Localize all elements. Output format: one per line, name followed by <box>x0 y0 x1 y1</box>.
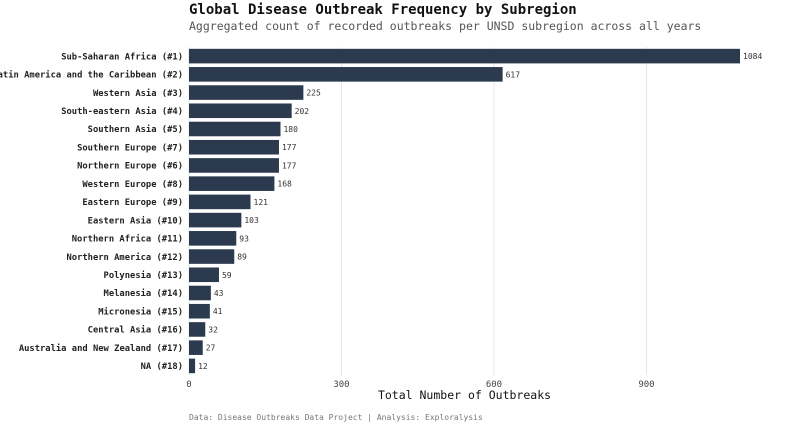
bar <box>189 285 211 301</box>
bar <box>189 158 279 173</box>
data-label: 43 <box>214 289 224 298</box>
category-label: Western Europe (#8) <box>82 180 183 190</box>
bar <box>189 322 206 337</box>
category-label: South-eastern Asia (#4) <box>61 106 183 117</box>
bar <box>189 340 203 355</box>
category-label: Southern Europe (#7) <box>77 143 183 153</box>
category-label: Northern Africa (#11) <box>72 234 183 245</box>
category-label: Western Asia (#3) <box>93 88 183 99</box>
data-label: 202 <box>295 107 310 116</box>
data-label: 1084 <box>743 52 762 61</box>
bar <box>189 67 503 82</box>
category-label: Southern Asia (#5) <box>88 124 183 135</box>
data-label: 225 <box>306 89 321 98</box>
category-label: Sub-Saharan Africa (#1) <box>61 51 183 62</box>
bar <box>189 249 235 264</box>
bar <box>189 231 237 246</box>
bar <box>189 358 196 374</box>
category-label: Melanesia (#14) <box>104 288 183 299</box>
bar <box>189 48 740 64</box>
category-label: Northern Europe (#6) <box>77 162 183 172</box>
category-label: Central Asia (#16) <box>88 325 183 336</box>
category-label: Polynesia (#13) <box>104 270 183 281</box>
bar <box>189 139 279 155</box>
x-axis-title: Total Number of Outbreaks <box>378 388 551 402</box>
data-label: 93 <box>239 234 249 243</box>
data-label: 180 <box>283 125 298 134</box>
bar <box>189 303 210 319</box>
data-label: 59 <box>222 271 232 280</box>
data-label: 89 <box>237 253 247 262</box>
data-label: 168 <box>277 180 292 189</box>
data-label: 41 <box>213 307 223 316</box>
chart-caption: Data: Disease Outbreaks Data Project | A… <box>189 413 483 422</box>
chart-title: Global Disease Outbreak Frequency by Sub… <box>189 2 577 18</box>
data-label: 27 <box>206 344 216 353</box>
x-tick-label: 600 <box>486 380 502 390</box>
data-label: 177 <box>282 143 297 152</box>
x-tick-label: 300 <box>333 380 349 390</box>
bar <box>189 103 292 119</box>
category-label: Australia and New Zealand (#17) <box>19 343 183 354</box>
bar <box>189 212 242 228</box>
bar <box>189 85 304 100</box>
category-label: Micronesia (#15) <box>98 306 183 317</box>
data-label: 32 <box>208 325 218 334</box>
data-label: 177 <box>282 161 297 170</box>
bar <box>189 176 275 191</box>
category-label: Eastern Europe (#9) <box>82 198 183 208</box>
bar <box>189 121 281 137</box>
category-label: Latin America and the Caribbean (#2) <box>0 70 183 81</box>
x-tick-label: 900 <box>638 380 654 390</box>
data-label: 12 <box>198 362 208 371</box>
bar <box>189 267 219 283</box>
bar <box>189 194 251 210</box>
data-label: 617 <box>506 70 521 79</box>
category-label: Northern America (#12) <box>66 252 183 263</box>
x-tick-label: 0 <box>186 380 191 390</box>
category-label: Eastern Asia (#10) <box>88 215 183 226</box>
data-label: 121 <box>254 198 269 207</box>
chart-subtitle: Aggregated count of recorded outbreaks p… <box>189 19 702 33</box>
data-label: 103 <box>244 216 259 225</box>
category-label: NA (#18) <box>141 362 183 372</box>
